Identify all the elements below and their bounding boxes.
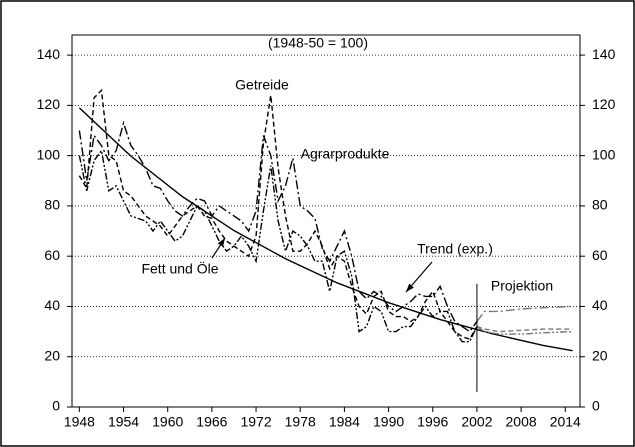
x-tick-label: 1996 [417,414,448,430]
chart-title: (1948-50 = 100) [268,35,368,51]
x-tick-label: 1972 [240,414,271,430]
x-tick-label: 1978 [285,414,316,430]
y2-tick-label: 0 [592,398,600,414]
y-tick-label: 140 [37,46,61,62]
series-line [476,305,573,322]
y2-tick-label: 100 [592,146,616,162]
x-tick-label: 1954 [108,414,139,430]
series-label: Trend (exp.) [417,241,493,257]
x-tick-label: 1948 [64,414,95,430]
series-line [476,325,573,335]
series-line [476,325,573,333]
y-tick-label: 120 [37,96,61,112]
y-tick-label: 60 [44,247,60,263]
y2-tick-label: 20 [592,347,608,363]
y2-tick-label: 140 [592,46,616,62]
series-line [78,107,573,352]
y-tick-label: 100 [37,146,61,162]
x-tick-label: 1966 [196,414,227,430]
y2-tick-label: 60 [592,247,608,263]
x-tick-label: 2008 [506,414,537,430]
arrow-head [406,283,414,292]
x-tick-label: 1990 [373,414,404,430]
x-tick-label: 2014 [550,414,581,430]
x-tick-label: 1984 [329,414,360,430]
y-tick-label: 0 [52,398,60,414]
annotation: Projektion [491,278,553,294]
arrow-head [217,238,225,247]
y-tick-label: 80 [44,197,60,213]
series-label: Getreide [235,77,289,93]
y-tick-label: 40 [44,297,60,313]
x-tick-label: 1960 [152,414,183,430]
series-line [78,120,478,333]
x-tick-label: 2002 [461,414,492,430]
plot-frame [71,34,581,408]
series-label: Agrarprodukte [301,146,390,162]
series-line [78,88,478,340]
series-label: Fett und Öle [141,260,218,277]
y-tick-label: 20 [44,347,60,363]
y2-tick-label: 40 [592,297,608,313]
y2-tick-label: 80 [592,197,608,213]
y2-tick-label: 120 [592,96,616,112]
series-line [78,148,478,343]
